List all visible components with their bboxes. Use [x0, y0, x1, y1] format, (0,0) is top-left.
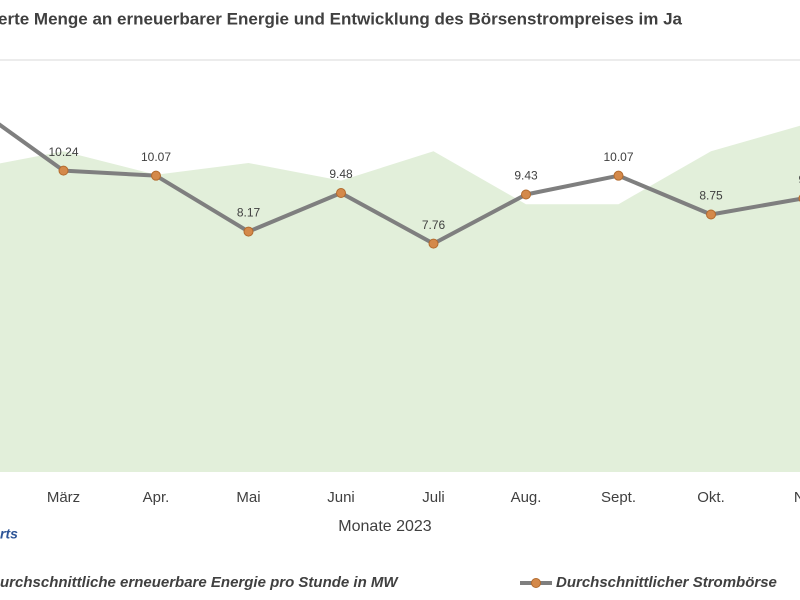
data-label: 7.76	[422, 218, 446, 232]
source: rts	[0, 526, 18, 542]
x-axis-title: Monate 2023	[338, 518, 432, 535]
x-tick-label: Sept.	[601, 489, 636, 506]
marker	[336, 188, 346, 199]
data-label: 10.07	[603, 150, 633, 164]
x-tick-label: Apr.	[143, 489, 170, 506]
marker	[428, 238, 439, 249]
area	[0, 125, 800, 472]
marker	[521, 189, 531, 200]
data-label: 9.	[798, 172, 800, 186]
x-tick-label: Mai	[236, 489, 260, 506]
data-label: 8.17	[237, 206, 261, 220]
line	[0, 122, 800, 246]
data-label: 9.43	[514, 169, 538, 183]
data-label: 10.24	[48, 145, 78, 159]
legend-label: urchschnittliche erneuerbare Energie pro…	[0, 574, 399, 591]
marker	[243, 226, 254, 237]
legend: urchschnittliche erneuerbare Energie pro…	[0, 574, 777, 591]
legend-label: Durchschnittlicher Strombörse	[556, 574, 777, 591]
x-tick-label: No	[794, 489, 800, 506]
x-tick-label: Aug.	[511, 489, 542, 506]
marker	[151, 170, 161, 181]
plot-area: 10.24 10.07 8.17 9.48 7.76 9.43 10.07 8.75 9.	[0, 122, 800, 472]
data-label: 9.48	[329, 167, 353, 181]
legend-marker	[531, 578, 541, 588]
data-label: 10.07	[141, 150, 171, 164]
marker	[613, 170, 624, 181]
x-tick-label: Juni	[327, 489, 355, 506]
chart-title: erte Menge an erneuerbarer Energie und E…	[0, 9, 683, 28]
marker	[58, 165, 69, 176]
x-tick-label: Okt.	[697, 489, 725, 506]
x-tick-label: Juli	[422, 489, 445, 506]
marker	[706, 209, 716, 220]
data-label: 8.75	[699, 189, 723, 203]
x-tick-label: März	[47, 489, 80, 506]
